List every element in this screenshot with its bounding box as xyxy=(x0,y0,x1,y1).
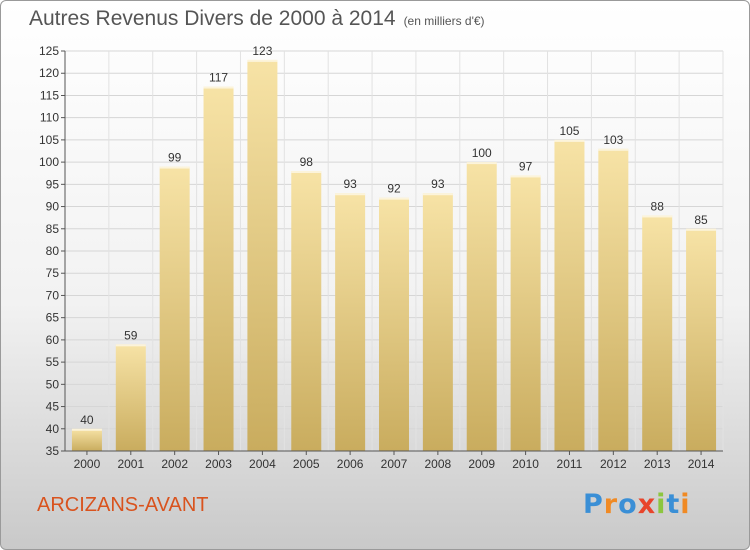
bar xyxy=(379,197,409,451)
bar-highlight xyxy=(247,59,278,62)
logo-letter: i xyxy=(680,489,691,520)
bar xyxy=(466,162,497,451)
bar xyxy=(686,228,717,451)
data-label: 85 xyxy=(694,213,708,227)
y-tick-label: 95 xyxy=(46,177,60,191)
data-label: 103 xyxy=(603,133,623,147)
y-tick-label: 100 xyxy=(39,155,59,169)
data-label: 123 xyxy=(252,44,272,58)
y-tick-label: 75 xyxy=(46,266,60,280)
y-tick-label: 50 xyxy=(46,377,60,391)
x-tick-label: 2006 xyxy=(337,457,364,471)
logo-letter: P xyxy=(583,489,604,520)
bar xyxy=(598,148,629,451)
axes: 35 40 45 50 55 60 65 70 75 80 85 90 95 100 105 110 115 12… xyxy=(39,44,723,471)
bar-highlight xyxy=(422,193,453,196)
y-tick-label: 90 xyxy=(46,200,60,214)
y-tick-label: 125 xyxy=(39,44,59,58)
bar-highlight xyxy=(686,228,717,231)
bar-highlight xyxy=(71,428,102,431)
x-tick-label: 2013 xyxy=(644,457,671,471)
bar-highlight xyxy=(466,162,497,165)
y-tick-label: 65 xyxy=(46,311,60,325)
bar-highlight xyxy=(115,344,146,347)
data-label: 92 xyxy=(387,182,401,196)
bar xyxy=(71,428,102,451)
chart-title: Autres Revenus Divers de 2000 à 2014 (en … xyxy=(29,7,485,31)
bar xyxy=(115,344,146,451)
bar xyxy=(203,86,234,452)
y-tick-label: 115 xyxy=(40,88,59,102)
bar-highlight xyxy=(554,139,585,142)
data-label: 88 xyxy=(651,199,665,213)
x-tick-label: 2008 xyxy=(425,457,452,471)
bar xyxy=(642,215,673,451)
proxiti-logo[interactable]: Proxiti xyxy=(583,489,691,520)
x-tick-label: 2001 xyxy=(117,457,144,471)
bar-highlight xyxy=(335,193,366,196)
logo-letter: o xyxy=(618,489,638,520)
bar xyxy=(554,139,585,451)
y-tick-label: 55 xyxy=(46,355,60,369)
bar-highlight xyxy=(642,215,673,218)
bar-highlight xyxy=(159,166,190,169)
data-label: 105 xyxy=(559,124,579,138)
y-tick-label: 60 xyxy=(46,333,60,347)
bar-highlight xyxy=(291,171,322,173)
logo-letter: t xyxy=(666,489,681,520)
bar xyxy=(247,59,278,452)
data-label: 59 xyxy=(124,328,138,342)
bar xyxy=(291,171,322,451)
logo-letter: r xyxy=(603,489,619,520)
x-tick-label: 2000 xyxy=(74,457,101,471)
x-tick-label: 2010 xyxy=(512,457,539,471)
place-name: ARCIZANS-AVANT xyxy=(37,494,209,516)
x-tick-label: 2014 xyxy=(688,457,715,471)
y-tick-label: 40 xyxy=(46,422,60,436)
bar xyxy=(159,166,190,452)
chart-title-text: Autres Revenus Divers de 2000 à 2014 xyxy=(29,7,396,30)
chart-subtitle: (en milliers d'€) xyxy=(403,14,485,28)
data-label: 117 xyxy=(209,71,228,85)
x-tick-label: 2003 xyxy=(205,457,232,471)
x-tick-label: 2007 xyxy=(381,457,408,471)
y-tick-label: 35 xyxy=(46,444,60,458)
y-tick-label: 85 xyxy=(46,222,60,236)
bar-highlight xyxy=(203,86,234,89)
y-tick-label: 105 xyxy=(39,133,59,147)
y-tick-label: 45 xyxy=(46,400,60,414)
data-label: 93 xyxy=(431,177,445,191)
data-label: 93 xyxy=(343,177,357,191)
x-tick-label: 2011 xyxy=(557,457,583,471)
data-label: 98 xyxy=(300,155,314,169)
bars: 40 59 99 117 123 98 93 92 93 100 97 105 103 88 85 xyxy=(71,44,717,452)
y-tick-label: 70 xyxy=(46,288,60,302)
x-tick-label: 2012 xyxy=(600,457,627,471)
y-tick-label: 120 xyxy=(39,66,59,80)
y-tick-label: 80 xyxy=(46,244,60,258)
data-label: 99 xyxy=(168,151,182,165)
bar-highlight xyxy=(510,175,541,178)
bar-highlight xyxy=(598,148,629,151)
bar-highlight xyxy=(379,197,409,200)
data-label: 97 xyxy=(519,159,533,173)
y-tick-label: 110 xyxy=(40,111,59,125)
x-tick-label: 2002 xyxy=(161,457,188,471)
bar xyxy=(335,193,366,451)
x-tick-label: 2009 xyxy=(468,457,495,471)
data-label: 40 xyxy=(80,413,94,427)
bar xyxy=(510,175,541,451)
logo-letter: i xyxy=(656,489,667,520)
bar xyxy=(422,193,453,451)
x-tick-label: 2005 xyxy=(293,457,320,471)
data-label: 100 xyxy=(472,146,492,160)
x-tick-label: 2004 xyxy=(249,457,276,471)
logo-letter: x xyxy=(637,489,657,520)
